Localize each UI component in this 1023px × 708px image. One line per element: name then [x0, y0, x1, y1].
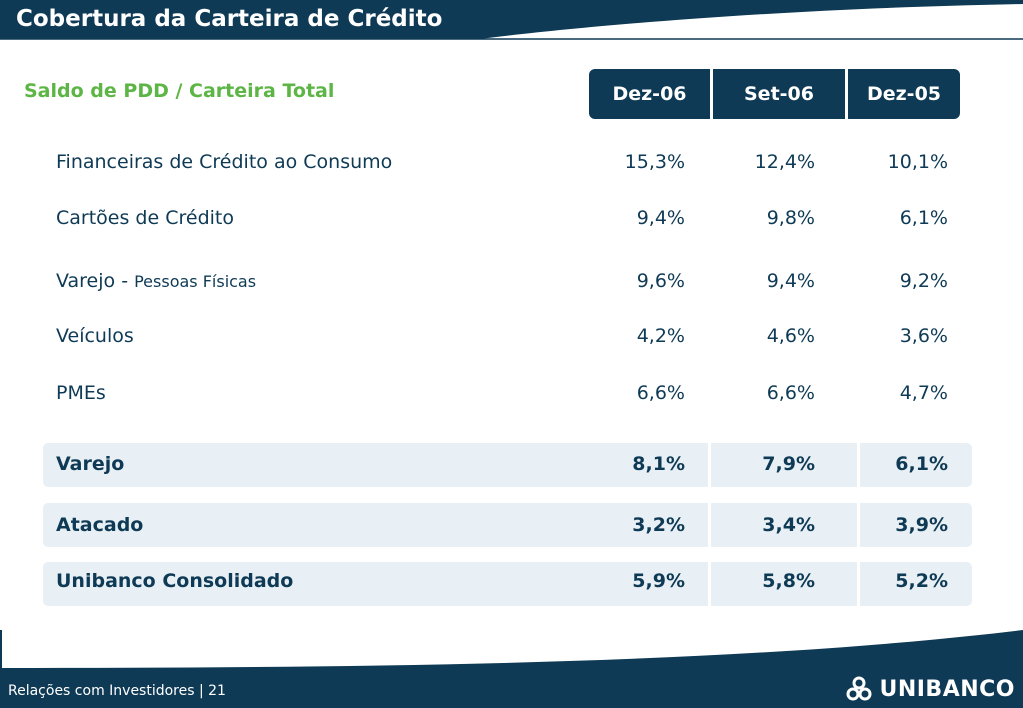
row-label: Varejo - Pessoas Físicas — [56, 270, 256, 292]
column-divider — [857, 503, 860, 547]
section-title: Saldo de PDD / Carteira Total — [24, 80, 335, 102]
summary-row-varejo — [43, 443, 972, 487]
page-title: Cobertura da Carteira de Crédito — [16, 6, 443, 32]
column-divider — [708, 503, 711, 547]
summary-value: 7,9% — [762, 453, 815, 475]
row-value: 9,4% — [766, 270, 815, 292]
summary-value: 5,8% — [762, 570, 815, 592]
header-band — [0, 0, 1023, 40]
summary-label: Varejo — [56, 453, 125, 475]
logo-text: UNIBANCO — [879, 676, 1015, 702]
column-divider — [708, 443, 711, 487]
row-value: 3,6% — [899, 325, 948, 347]
summary-value: 3,4% — [762, 514, 815, 536]
column-header-set-06: Set-06 — [713, 69, 845, 119]
summary-label: Unibanco Consolidado — [56, 570, 294, 592]
row-value: 9,6% — [636, 270, 685, 292]
summary-value: 6,1% — [895, 453, 948, 475]
summary-value: 3,2% — [632, 514, 685, 536]
row-value: 6,1% — [899, 207, 948, 229]
row-value: 4,7% — [899, 382, 948, 404]
row-value: 9,2% — [899, 270, 948, 292]
summary-row-atacado — [43, 503, 972, 547]
row-label: Financeiras de Crédito ao Consumo — [56, 151, 393, 173]
column-header-dez-06: Dez-06 — [589, 69, 710, 119]
row-value: 6,6% — [766, 382, 815, 404]
row-value: 9,8% — [766, 207, 815, 229]
summary-value: 5,2% — [895, 570, 948, 592]
column-divider — [845, 69, 848, 119]
row-value: 10,1% — [887, 151, 948, 173]
row-label: PMEs — [56, 382, 106, 404]
row-label: Veículos — [56, 325, 134, 347]
column-divider — [710, 69, 713, 119]
row-label-sub: Pessoas Físicas — [134, 272, 257, 291]
row-value: 4,6% — [766, 325, 815, 347]
summary-label: Atacado — [56, 514, 144, 536]
column-divider — [857, 562, 860, 606]
row-value: 15,3% — [624, 151, 685, 173]
row-value: 4,2% — [636, 325, 685, 347]
row-value: 9,4% — [636, 207, 685, 229]
footer-text: Relações com Investidores | 21 — [8, 683, 226, 699]
summary-value: 8,1% — [632, 453, 685, 475]
row-label: Cartões de Crédito — [56, 207, 234, 229]
column-header-dez-05: Dez-05 — [848, 69, 960, 119]
row-value: 12,4% — [754, 151, 815, 173]
column-divider — [708, 562, 711, 606]
unibanco-logo-icon — [846, 676, 872, 701]
summary-value: 5,9% — [632, 570, 685, 592]
summary-value: 3,9% — [895, 514, 948, 536]
column-divider — [857, 443, 860, 487]
footer-band — [0, 630, 1023, 708]
row-label-main: Varejo - — [56, 270, 135, 292]
row-value: 6,6% — [636, 382, 685, 404]
unibanco-logo: UNIBANCO — [845, 676, 1015, 702]
summary-row-consolidado — [43, 562, 972, 606]
